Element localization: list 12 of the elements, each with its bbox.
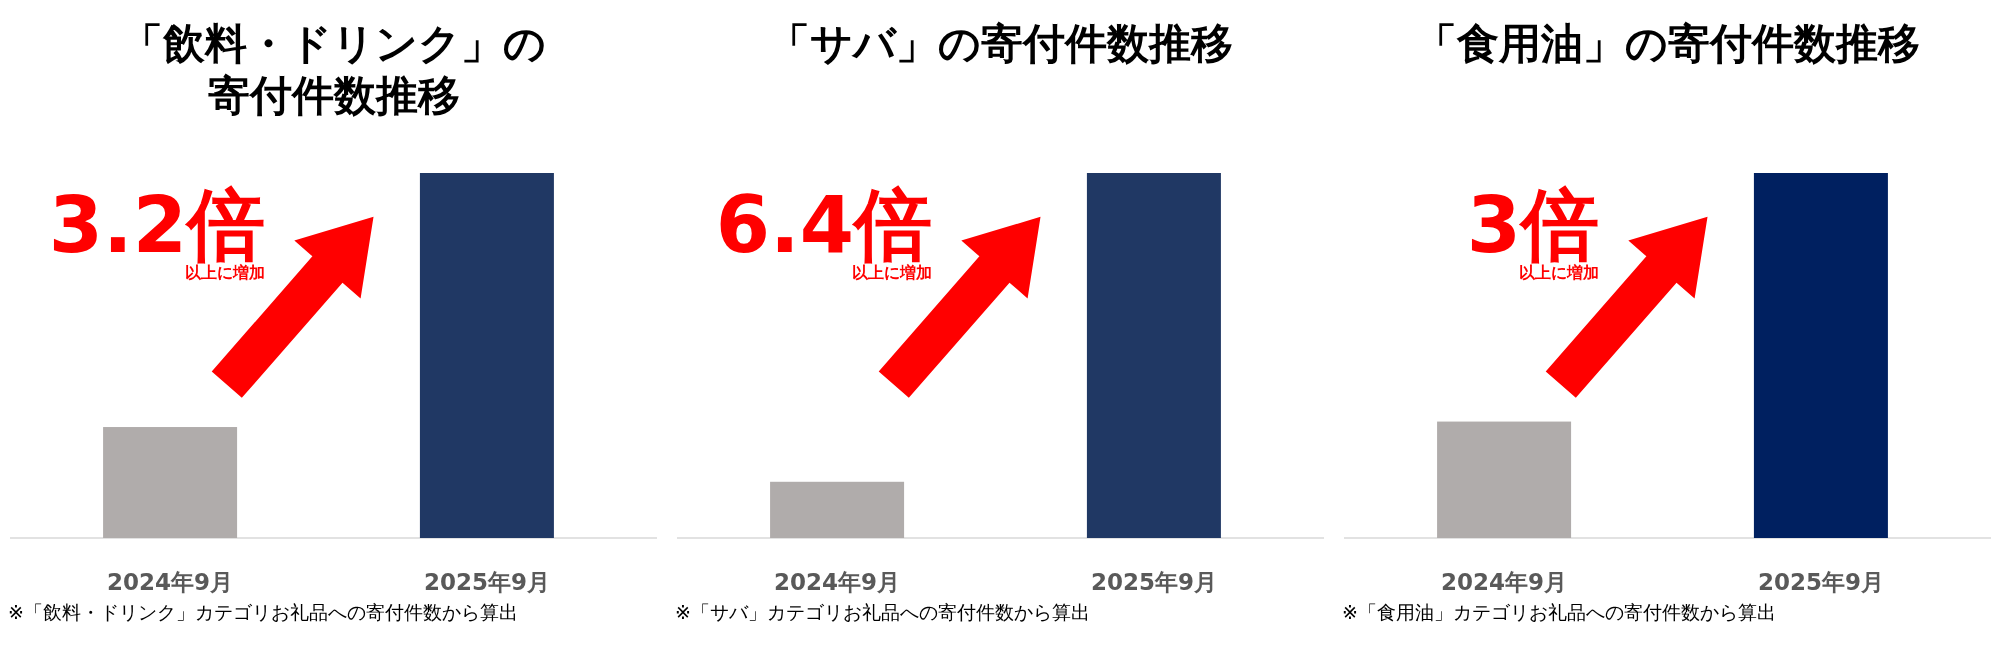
x-tick-label: 2025年9月: [423, 569, 550, 595]
x-tick-label: 2024年9月: [107, 569, 234, 595]
x-tick-label: 2024年9月: [1441, 569, 1568, 595]
chart-title: 「食用油」の寄付件数推移: [1414, 18, 1921, 70]
x-tick-label: 2025年9月: [1757, 569, 1884, 595]
x-tick-label: 2025年9月: [1090, 569, 1217, 595]
text: ※「食用油」カテゴリお礼品への寄付件数から算出: [1342, 600, 1777, 625]
text: ※「サバ」カテゴリお礼品への寄付件数から算出: [675, 600, 1091, 625]
chart-title: 「飲料・ドリンク」の寄付件数推移: [120, 18, 547, 122]
x-tick-label: 2024年9月: [774, 569, 901, 595]
chart-title: 「サバ」の寄付件数推移: [767, 18, 1234, 70]
text: ※「飲料・ドリンク」カテゴリお礼品への寄付件数から算出: [8, 600, 519, 625]
